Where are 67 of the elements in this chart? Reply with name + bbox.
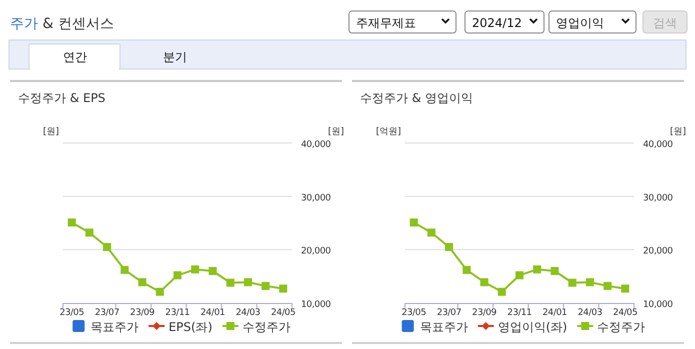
x-tick-label: 23/07	[436, 308, 462, 318]
text: 연간	[63, 50, 87, 64]
text: 영업이익	[556, 16, 604, 30]
point	[621, 284, 630, 293]
point	[427, 228, 436, 237]
point	[244, 278, 252, 286]
text: 2024/12	[472, 16, 522, 30]
x-tick-label: 23/09	[472, 308, 498, 318]
x-tick-label: 24/05	[270, 308, 296, 318]
point	[191, 265, 200, 274]
point	[533, 265, 542, 274]
x-tick-label: 24/03	[578, 308, 602, 318]
point	[410, 218, 418, 226]
x-tick-label: 23/05	[402, 308, 426, 318]
text: 검색	[653, 16, 677, 30]
x-tick-label: 24/01	[200, 308, 225, 318]
point	[68, 218, 76, 226]
point	[445, 243, 454, 251]
point	[120, 266, 129, 274]
x-tick-label: 23/07	[94, 308, 120, 318]
point	[568, 278, 576, 287]
y-axis-title: [억원]	[376, 127, 401, 137]
x-tick-label: 24/05	[612, 308, 638, 318]
text: 주가 & 컨센서스	[10, 16, 114, 32]
x-tick-label: 23/09	[130, 308, 156, 318]
x-tick-label: 23/11	[507, 308, 532, 318]
point	[279, 284, 288, 293]
point	[586, 278, 594, 286]
y2-tick-label: 20,000	[643, 246, 674, 257]
point	[156, 288, 164, 296]
point	[262, 282, 270, 290]
x-tick-label: 23/11	[165, 308, 190, 318]
y2-tick-label: 40,000	[643, 140, 674, 150]
chart-title: 수정주가 & 영업이익	[360, 91, 473, 105]
y2-tick-label: 10,000	[301, 300, 332, 310]
point	[550, 267, 559, 275]
legend-label: 수정주가	[242, 320, 290, 334]
y-axis-title: [원]	[42, 127, 59, 137]
legend-label: 수정주가	[597, 320, 646, 334]
point	[208, 267, 217, 275]
y2-tick-label: 20,000	[301, 246, 332, 257]
point	[138, 278, 146, 286]
x-tick-label: 23/05	[60, 308, 84, 318]
y2-tick-label: 30,000	[301, 193, 332, 204]
point	[462, 266, 471, 274]
point	[516, 271, 524, 280]
y2-tick-label: 40,000	[301, 140, 332, 150]
point	[480, 278, 488, 286]
point	[604, 282, 612, 290]
chart-title: 수정주가 & EPS	[18, 91, 106, 105]
point	[103, 243, 112, 251]
y2-axis-title: [원]	[670, 127, 686, 137]
y2-tick-label: 10,000	[643, 300, 674, 310]
point	[85, 228, 94, 237]
x-tick-label: 24/01	[542, 308, 567, 318]
legend-label: 목표주가	[420, 320, 468, 334]
x-tick-label: 24/03	[236, 308, 260, 318]
text: 주재무제표	[356, 16, 416, 30]
text: 분기	[163, 50, 187, 64]
legend-label: EPS(좌)	[168, 320, 212, 334]
legend-label: 목표주가	[90, 320, 139, 334]
point	[174, 271, 182, 280]
legend-label: 영업이익(좌)	[498, 320, 568, 334]
y2-axis-title: [원]	[328, 127, 344, 137]
y2-tick-label: 30,000	[643, 193, 674, 204]
point	[498, 288, 506, 296]
point	[226, 278, 234, 287]
